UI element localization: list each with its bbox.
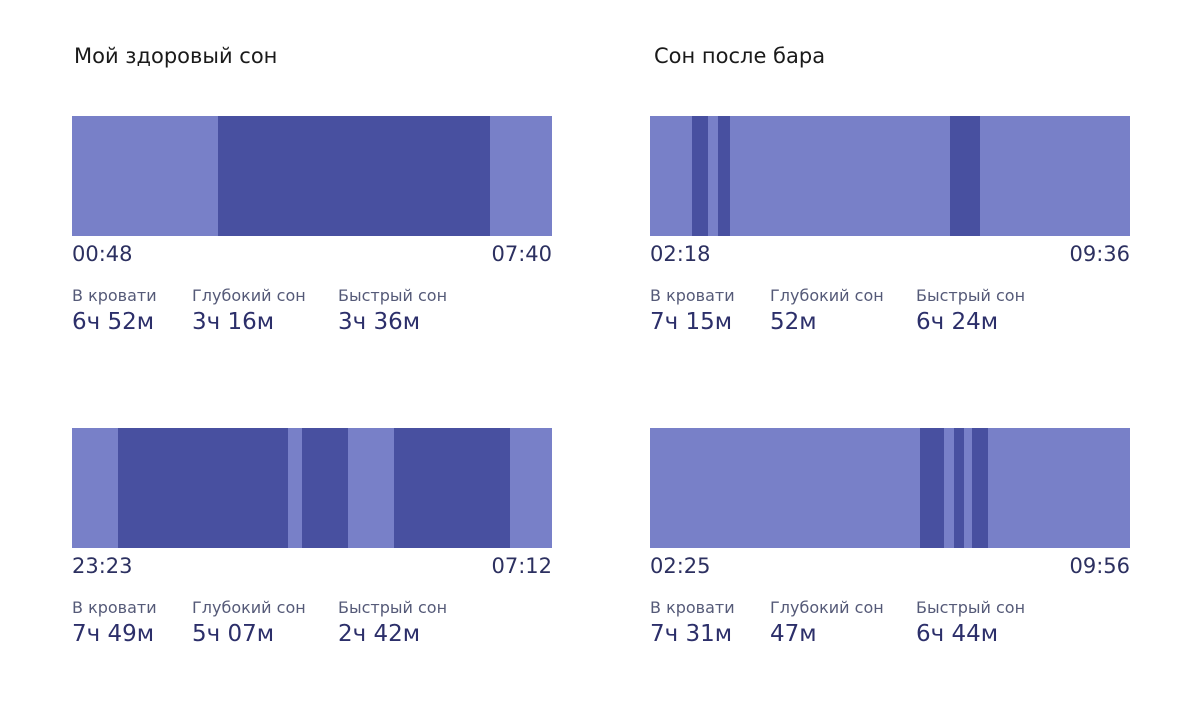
stat-rem-sleep: Быстрый сон 3ч 36м: [338, 286, 447, 335]
stat-value: 6ч 52м: [72, 309, 155, 335]
stat-label: Глубокий сон: [192, 286, 306, 305]
stat-deep-sleep: Глубокий сон 52м: [770, 286, 884, 335]
sleep-start-time: 02:25: [650, 554, 711, 578]
sleep-start-time: 00:48: [72, 242, 133, 266]
deep-sleep-segment: [920, 428, 945, 548]
stat-value: 3ч 16м: [192, 309, 275, 335]
stat-label: Быстрый сон: [916, 286, 1026, 305]
deep-sleep-segment: [953, 428, 964, 548]
stat-value: 6ч 44м: [916, 621, 999, 647]
stat-value: 6ч 24м: [916, 309, 999, 335]
deep-sleep-segment: [718, 116, 731, 236]
deep-sleep-segment: [950, 116, 981, 236]
stat-deep-sleep: Глубокий сон 47м: [770, 598, 884, 647]
stat-value: 7ч 31м: [650, 621, 733, 647]
stat-in-bed: В кровати 7ч 49м: [72, 598, 157, 647]
column-title-after-bar: Сон после бара: [654, 44, 826, 68]
deep-sleep-segment: [301, 428, 348, 548]
deep-sleep-segment: [692, 116, 709, 236]
stat-label: В кровати: [72, 286, 157, 305]
sleep-timeline-bar: [650, 116, 1130, 236]
sleep-timeline-bar: [72, 428, 552, 548]
sleep-card: 23:23 07:12 В кровати 7ч 49м Глубокий со…: [72, 428, 552, 668]
stat-deep-sleep: Глубокий сон 3ч 16м: [192, 286, 306, 335]
stat-value: 7ч 15м: [650, 309, 733, 335]
stat-label: Глубокий сон: [770, 286, 884, 305]
stat-label: Быстрый сон: [916, 598, 1026, 617]
sleep-timeline-bar: [650, 428, 1130, 548]
stat-value: 47м: [770, 621, 817, 647]
sleep-end-time: 07:12: [491, 554, 552, 578]
stat-label: В кровати: [72, 598, 157, 617]
sleep-start-time: 23:23: [72, 554, 133, 578]
stat-rem-sleep: Быстрый сон 6ч 44м: [916, 598, 1025, 647]
stat-rem-sleep: Быстрый сон 2ч 42м: [338, 598, 447, 647]
sleep-card: 02:18 09:36 В кровати 7ч 15м Глубокий со…: [650, 116, 1130, 356]
stat-value: 7ч 49м: [72, 621, 155, 647]
stat-rem-sleep: Быстрый сон 6ч 24м: [916, 286, 1025, 335]
stat-in-bed: В кровати 7ч 15м: [650, 286, 735, 335]
sleep-end-time: 09:36: [1069, 242, 1130, 266]
stat-label: Быстрый сон: [338, 598, 448, 617]
sleep-end-time: 07:40: [491, 242, 552, 266]
stat-value: 2ч 42м: [338, 621, 421, 647]
stat-label: В кровати: [650, 598, 735, 617]
sleep-card: 00:48 07:40 В кровати 6ч 52м Глубокий со…: [72, 116, 552, 356]
deep-sleep-segment: [972, 428, 988, 548]
stat-in-bed: В кровати 7ч 31м: [650, 598, 735, 647]
sleep-timeline-bar: [72, 116, 552, 236]
stat-label: Глубокий сон: [770, 598, 884, 617]
stat-in-bed: В кровати 6ч 52м: [72, 286, 157, 335]
sleep-end-time: 09:56: [1069, 554, 1130, 578]
stat-value: 52м: [770, 309, 817, 335]
stat-label: Быстрый сон: [338, 286, 448, 305]
sleep-start-time: 02:18: [650, 242, 711, 266]
sleep-card: 02:25 09:56 В кровати 7ч 31м Глубокий со…: [650, 428, 1130, 668]
stat-label: Глубокий сон: [192, 598, 306, 617]
stat-deep-sleep: Глубокий сон 5ч 07м: [192, 598, 306, 647]
deep-sleep-segment: [118, 428, 288, 548]
deep-sleep-segment: [394, 428, 511, 548]
stat-value: 5ч 07м: [192, 621, 275, 647]
stat-label: В кровати: [650, 286, 735, 305]
deep-sleep-segment: [217, 116, 491, 236]
stat-value: 3ч 36м: [338, 309, 421, 335]
column-title-healthy: Мой здоровый сон: [74, 44, 278, 68]
